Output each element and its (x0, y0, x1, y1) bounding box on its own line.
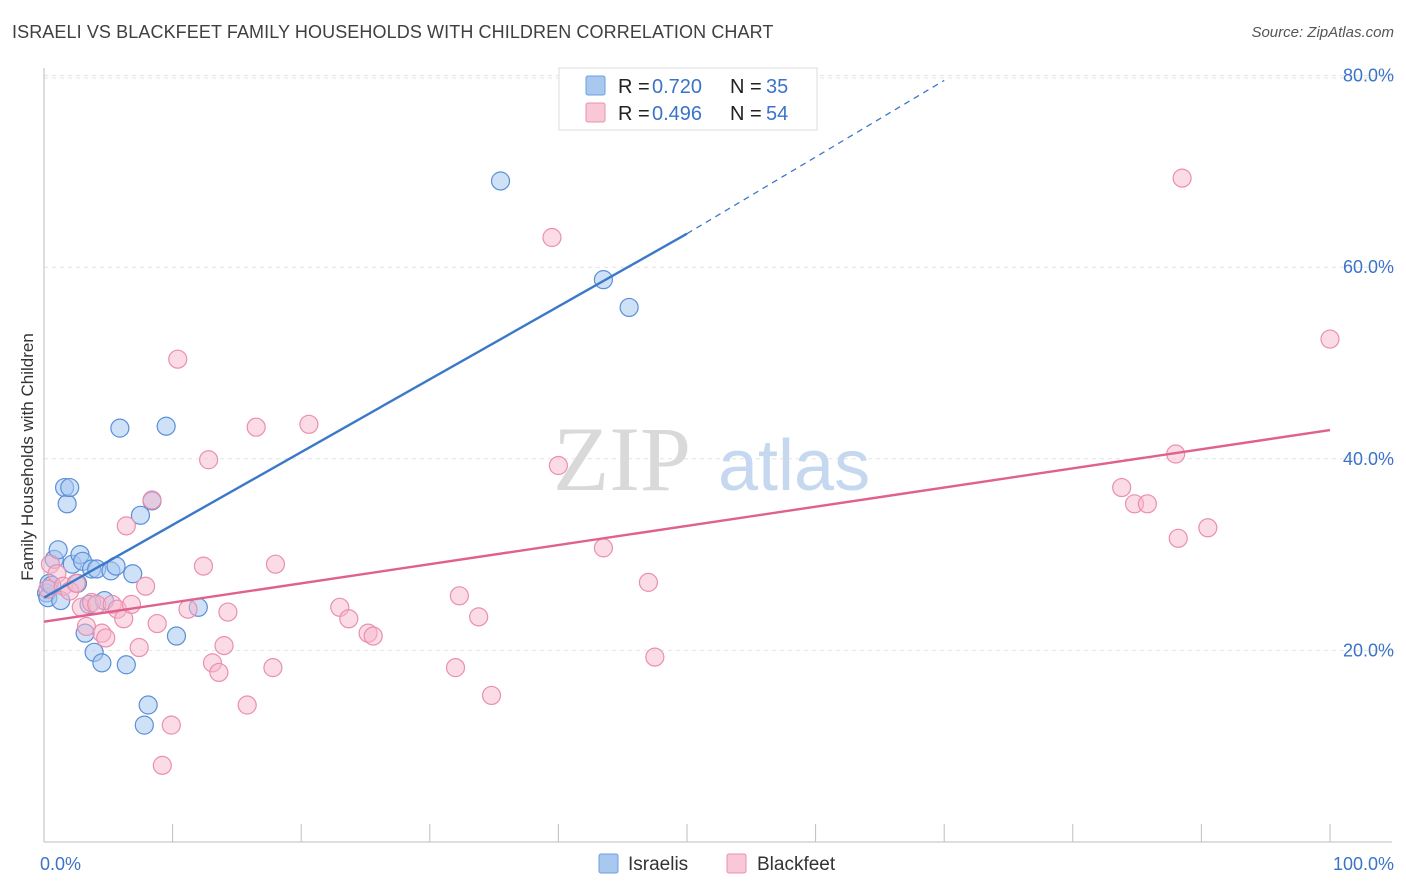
point-blackfeet (237, 695, 257, 715)
point-blackfeet (263, 658, 283, 678)
point-blackfeet (1168, 528, 1188, 548)
point-blackfeet (178, 599, 198, 619)
trend-line-blackfeet (43, 428, 1331, 623)
series-legend-label-blackfeet: Blackfeet (757, 854, 836, 875)
data-points (36, 168, 1340, 775)
point-israelis (110, 418, 130, 438)
chart-title: ISRAELI VS BLACKFEET FAMILY HOUSEHOLDS W… (12, 22, 774, 42)
trend-lines (43, 79, 1331, 623)
point-blackfeet (214, 636, 234, 656)
point-blackfeet (1320, 329, 1340, 349)
legend-r-value-blackfeet: 0.496 (652, 103, 702, 125)
point-blackfeet (542, 227, 562, 248)
correlation-legend: R = 0.720 N = 35 R = 0.496 N = 54 (558, 67, 818, 131)
watermark: ZIP atlas (553, 408, 870, 510)
point-blackfeet (481, 685, 502, 706)
point-blackfeet (129, 637, 149, 658)
point-israelis (123, 564, 143, 584)
point-israelis (134, 715, 154, 735)
grid-lines (44, 75, 1392, 651)
point-blackfeet (265, 554, 286, 574)
point-blackfeet (96, 628, 116, 648)
point-israelis (138, 695, 158, 715)
point-israelis (490, 171, 511, 191)
legend-n-value-israelis: 35 (766, 76, 788, 98)
point-blackfeet (339, 609, 359, 629)
point-blackfeet (299, 414, 319, 434)
y-axis-label: Family Households with Children (18, 333, 37, 581)
point-blackfeet (1172, 168, 1192, 188)
point-israelis (57, 494, 77, 514)
y-tick-label: 80.0% (1343, 66, 1394, 86)
point-israelis (92, 653, 112, 673)
axes (43, 68, 1392, 843)
legend-r-label-israelis: R = (618, 76, 650, 98)
point-blackfeet (168, 349, 188, 369)
y-tick-label: 60.0% (1343, 257, 1394, 277)
point-blackfeet (218, 602, 238, 622)
point-israelis (130, 505, 151, 525)
point-blackfeet (469, 607, 489, 627)
point-blackfeet (199, 450, 219, 470)
legend-n-label-israelis: N = (730, 76, 762, 98)
legend-n-value-blackfeet: 54 (766, 103, 788, 125)
trend-line-israelis (43, 232, 688, 599)
watermark-zip: ZIP (553, 408, 691, 510)
x-tick-label: 100.0% (1333, 854, 1394, 874)
point-israelis (116, 655, 136, 675)
series-legend-swatch-israelis (598, 853, 619, 874)
point-blackfeet (363, 626, 383, 646)
point-blackfeet (152, 755, 172, 775)
y-tick-label: 20.0% (1343, 640, 1394, 660)
point-blackfeet (246, 417, 266, 437)
point-blackfeet (142, 490, 162, 510)
point-blackfeet (445, 658, 466, 678)
point-israelis (156, 416, 176, 436)
point-blackfeet (147, 613, 167, 634)
y-tick-label: 40.0% (1343, 449, 1394, 469)
trend-extension-israelis (686, 79, 945, 235)
point-blackfeet (548, 455, 569, 476)
point-blackfeet (135, 576, 156, 596)
watermark-atlas: atlas (718, 426, 870, 506)
point-blackfeet (161, 715, 181, 735)
point-blackfeet (645, 647, 665, 667)
chart-source: Source: ZipAtlas.com (1251, 24, 1394, 41)
tick-labels: 20.0% 40.0% 60.0% 80.0% 0.0% 100.0% (40, 66, 1394, 874)
series-legend: Israelis Blackfeet (598, 853, 836, 875)
legend-r-value-israelis: 0.720 (652, 76, 702, 98)
legend-n-label-blackfeet: N = (730, 103, 762, 125)
point-israelis (166, 626, 187, 646)
point-israelis (619, 297, 639, 318)
point-blackfeet (449, 586, 469, 606)
point-blackfeet (1112, 477, 1132, 498)
point-blackfeet (1198, 518, 1218, 538)
series-legend-swatch-blackfeet (726, 853, 747, 874)
point-blackfeet (638, 572, 659, 592)
x-tick-label: 0.0% (40, 854, 81, 874)
point-blackfeet (593, 538, 614, 558)
legend-r-label-blackfeet: R = (618, 103, 650, 125)
point-israelis (60, 477, 80, 498)
series-legend-label-israelis: Israelis (628, 854, 688, 875)
point-blackfeet (209, 662, 229, 683)
point-blackfeet (1137, 494, 1157, 514)
legend-swatch-blackfeet (585, 102, 606, 123)
point-blackfeet (193, 556, 214, 576)
legend-swatch-israelis (585, 75, 606, 96)
point-blackfeet (116, 516, 136, 536)
